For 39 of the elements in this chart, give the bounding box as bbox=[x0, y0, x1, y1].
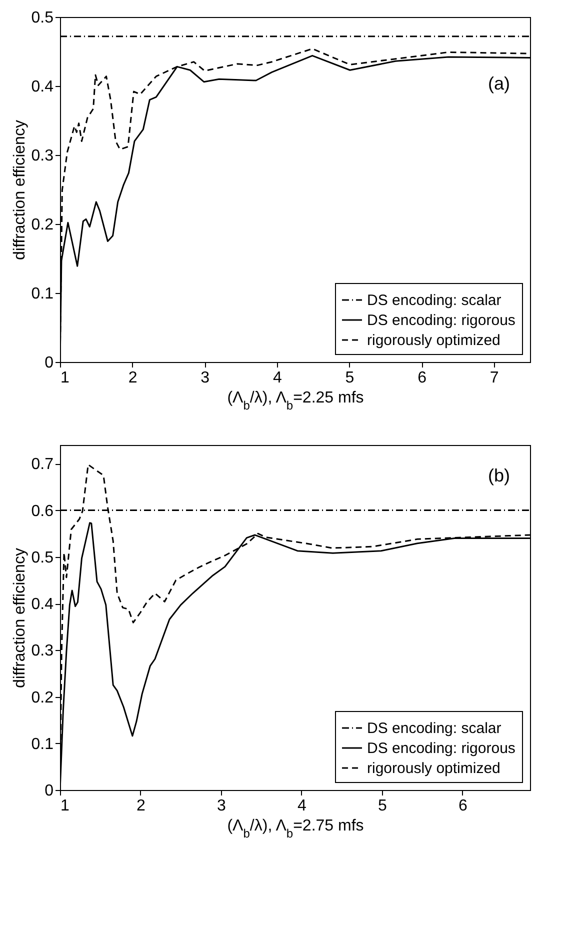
legend-label: rigorously optimized bbox=[367, 760, 500, 777]
y-tick-label: 0.2 bbox=[31, 689, 54, 706]
x-tick-label: 6 bbox=[418, 370, 427, 386]
y-axis-title: diffraction efficiency bbox=[11, 548, 28, 688]
y-tick-label: 0 bbox=[44, 782, 54, 800]
x-axis-title: (Λ$_{b}$/λ), Λ$_{b}$=2.25 mfs bbox=[227, 390, 364, 412]
y-tick-label: 0.1 bbox=[31, 736, 54, 753]
x-tick-label: 2 bbox=[128, 370, 138, 386]
x-tick-label: 4 bbox=[297, 798, 306, 814]
annotation: (b) bbox=[488, 466, 510, 486]
x-tick-label: 5 bbox=[345, 370, 354, 386]
y-tick-label: 0.1 bbox=[31, 286, 54, 302]
x-tick-label: 5 bbox=[378, 798, 387, 814]
x-tick-label: 7 bbox=[490, 370, 499, 386]
annotation: (a) bbox=[488, 74, 510, 94]
y-tick-label: 0.3 bbox=[31, 642, 54, 660]
y-tick-label: 0.4 bbox=[31, 78, 54, 96]
y-tick-label: 0.2 bbox=[31, 216, 54, 234]
legend-label: DS encoding: scalar bbox=[367, 292, 502, 309]
x-axis-title: (Λ$_{b}$/λ), Λ$_{b}$=2.75 mfs bbox=[227, 818, 364, 840]
x-tick-label: 6 bbox=[458, 798, 468, 814]
x-tick-label: 3 bbox=[217, 798, 226, 814]
y-tick-label: 0.5 bbox=[31, 10, 54, 26]
y-tick-label: 0.4 bbox=[31, 596, 54, 614]
y-tick-label: 0.3 bbox=[31, 148, 54, 164]
y-axis-title: diffraction efficiency bbox=[11, 120, 28, 260]
x-tick-label: 4 bbox=[272, 370, 282, 386]
legend-label: rigorously optimized bbox=[367, 332, 500, 349]
x-tick-label: 1 bbox=[60, 798, 70, 814]
x-tick-label: 2 bbox=[136, 798, 146, 814]
y-tick-label: 0 bbox=[44, 354, 54, 372]
legend-label: DS encoding: scalar bbox=[367, 720, 502, 737]
y-tick-label: 0.7 bbox=[31, 456, 54, 474]
x-tick-label: 1 bbox=[60, 370, 70, 386]
x-tick-label: 3 bbox=[200, 370, 210, 386]
y-tick-label: 0.5 bbox=[31, 549, 54, 566]
y-tick-label: 0.6 bbox=[31, 502, 54, 520]
legend-label: DS encoding: rigorous bbox=[367, 740, 516, 757]
legend-label: DS encoding: rigorous bbox=[367, 312, 516, 329]
